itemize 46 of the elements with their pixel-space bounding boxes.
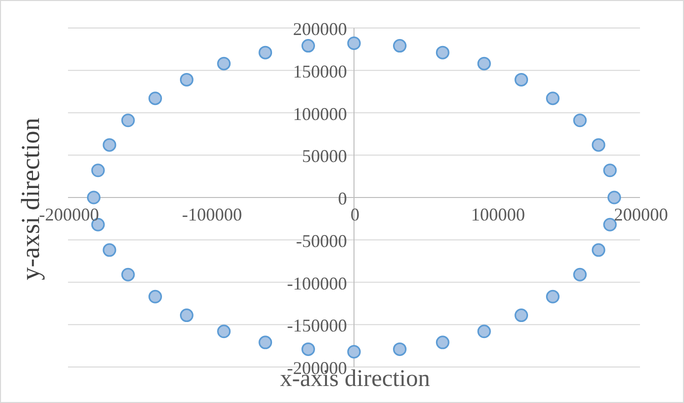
point	[86, 190, 100, 204]
point	[301, 39, 315, 53]
x-tick-label: 200000	[614, 204, 668, 224]
y-tick-label: -50000	[296, 230, 347, 251]
point	[258, 336, 272, 350]
y-tick-label: 0	[338, 188, 347, 208]
point	[347, 36, 361, 50]
point	[592, 243, 606, 257]
point	[148, 290, 162, 304]
point	[436, 336, 450, 350]
y-tick-label: -100000	[287, 273, 347, 294]
point	[393, 39, 407, 53]
x-tick-label: 0	[350, 204, 360, 224]
point	[148, 92, 162, 106]
y-tick-label: 150000	[293, 61, 347, 82]
point	[102, 243, 116, 257]
point	[217, 324, 231, 338]
point	[102, 138, 116, 152]
point	[546, 290, 560, 304]
x-tick-label: 100000	[471, 204, 525, 224]
point	[514, 308, 528, 322]
y-tick-label: 50000	[302, 146, 347, 166]
y-tick-label: 200000	[293, 19, 347, 39]
point	[603, 164, 617, 178]
point	[573, 268, 587, 282]
point	[347, 344, 361, 358]
point	[121, 268, 135, 282]
point	[301, 342, 315, 356]
point	[573, 114, 587, 128]
point	[180, 308, 194, 322]
y-tick-label: -150000	[287, 316, 347, 336]
point	[180, 72, 194, 86]
point	[258, 46, 272, 60]
point	[546, 92, 560, 106]
point	[592, 138, 606, 152]
point	[477, 56, 491, 70]
point	[514, 72, 528, 86]
point	[217, 56, 231, 70]
point	[608, 190, 622, 204]
point	[121, 114, 135, 128]
y-tick-label: 100000	[293, 104, 347, 124]
point	[393, 342, 407, 356]
point	[91, 164, 105, 178]
x-tick-label: -100000	[182, 204, 242, 224]
point	[436, 46, 450, 60]
point	[477, 324, 491, 338]
